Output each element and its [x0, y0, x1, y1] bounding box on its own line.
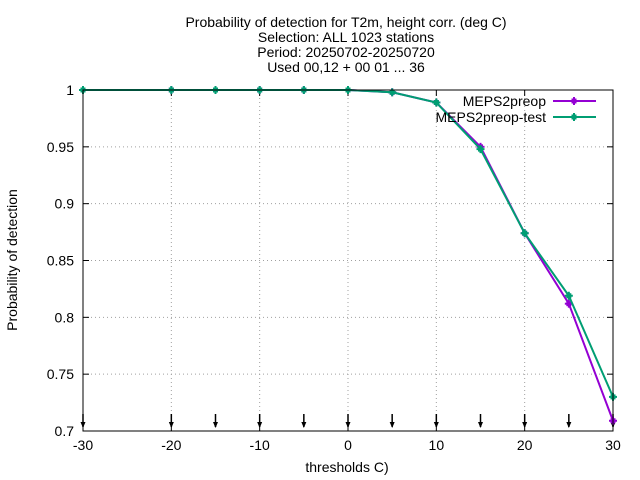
y-tick-label: 0.85	[47, 253, 74, 269]
x-tick-label: 20	[517, 437, 533, 453]
point-marker-body	[389, 89, 395, 95]
title-line: Probability of detection for T2m, height…	[185, 14, 506, 30]
x-tick-label: -10	[250, 437, 270, 453]
legend-marker	[570, 113, 578, 121]
axis-ticks: -30 -20 -10 0 10 20 30 0.7 0.75 0.8 0.85 0.9 0.95 1	[47, 82, 621, 453]
legend-label: MEPS2preop	[463, 93, 546, 109]
point-marker-body	[566, 293, 572, 299]
y-axis-label: Probability of detection	[4, 189, 20, 331]
threshold-marker-arrowhead	[433, 422, 439, 428]
threshold-marker-arrowhead	[168, 422, 174, 428]
x-tick-label: -30	[73, 437, 93, 453]
x-tick-label: 10	[429, 437, 445, 453]
point-marker-body	[433, 100, 439, 106]
data-point	[564, 291, 573, 300]
x-tick-label: 30	[605, 437, 621, 453]
threshold-marker-arrowhead	[522, 422, 528, 428]
series-line	[83, 89, 614, 422]
chart-title: Probability of detection for T2m, height…	[185, 14, 506, 75]
point-marker-body	[522, 230, 528, 236]
point-marker-body	[478, 146, 483, 152]
y-tick-label: 0.75	[47, 366, 74, 382]
title-line: Selection: ALL 1023 stations	[258, 29, 434, 45]
threshold-marker-arrowhead	[566, 422, 572, 428]
x-tick-label: -20	[161, 437, 181, 453]
title-line: Used 00,12 + 00 01 ... 36	[267, 59, 425, 75]
point-marker-body	[566, 301, 572, 307]
threshold-marker-arrowhead	[213, 422, 218, 428]
title-line: Period: 20250702-20250720	[257, 44, 435, 60]
y-tick-label: 1	[66, 82, 74, 98]
data-point	[432, 98, 441, 107]
legend-label: MEPS2preop-test	[436, 109, 547, 125]
y-tick-label: 0.9	[55, 196, 75, 212]
point-marker-body	[571, 98, 577, 104]
point-marker-body	[571, 114, 577, 120]
x-axis-label: thresholds C)	[305, 459, 388, 475]
threshold-marker-arrowhead	[478, 422, 483, 428]
threshold-marker-arrowhead	[301, 422, 307, 428]
grid	[83, 90, 613, 431]
y-tick-label: 0.8	[55, 309, 75, 325]
x-tick-label: 0	[344, 437, 352, 453]
threshold-markers	[80, 414, 616, 428]
data-point	[388, 88, 397, 97]
threshold-marker-arrowhead	[389, 422, 395, 428]
y-tick-label: 0.95	[47, 139, 74, 155]
data-point	[520, 229, 529, 238]
data-point	[476, 145, 485, 154]
threshold-marker-arrowhead	[257, 422, 263, 428]
y-tick-label: 0.7	[55, 423, 75, 439]
threshold-marker-arrowhead	[345, 422, 351, 428]
plot-frame	[82, 89, 614, 432]
legend-marker	[570, 97, 578, 105]
